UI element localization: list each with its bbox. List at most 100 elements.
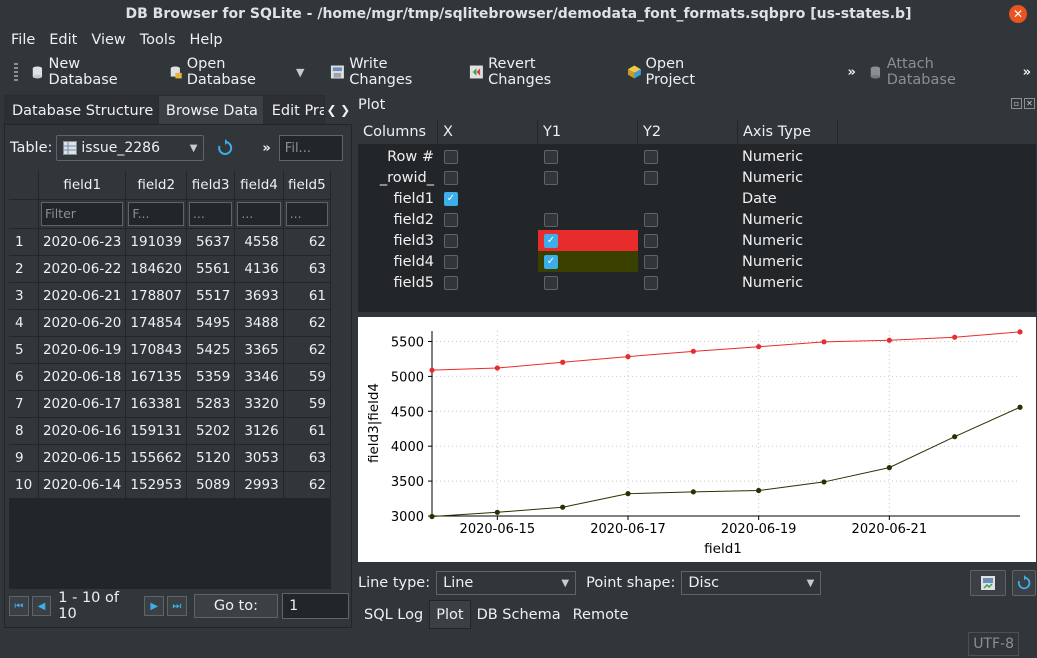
tab-edit-pragmas[interactable]: Edit Prag [263, 95, 325, 125]
menu-tools[interactable]: Tools [139, 32, 176, 48]
write-changes-button[interactable]: Write Changes [324, 56, 453, 88]
column-header-field2[interactable]: field2 [125, 171, 187, 200]
cell-date[interactable]: 2020-06-22 [38, 255, 127, 283]
cell-value[interactable]: 167135 [125, 363, 187, 391]
tab-scroll-right-icon[interactable]: ❯ [338, 95, 352, 125]
cell-value[interactable]: 5517 [186, 282, 236, 310]
cell-value[interactable]: 5425 [186, 336, 236, 364]
cell-value[interactable]: 61 [283, 282, 332, 310]
cell-value[interactable]: 5202 [186, 417, 236, 445]
cell-date[interactable]: 2020-06-15 [38, 444, 127, 472]
goto-button[interactable]: Go to: [193, 594, 279, 618]
plot-y1-checkbox[interactable] [544, 170, 558, 185]
cell-value[interactable]: 191039 [125, 228, 187, 256]
plot-column-row[interactable]: field5 Numeric [358, 272, 1036, 293]
cell-value[interactable]: 170843 [125, 336, 187, 364]
plot-y2-checkbox[interactable] [644, 170, 658, 185]
cell-value[interactable]: 163381 [125, 390, 187, 418]
column-header-field4[interactable]: field4 [234, 171, 284, 200]
table-row[interactable]: 7 2020-06-17 163381 5283 3320 59 [9, 390, 332, 418]
cell-value[interactable]: 5283 [186, 390, 236, 418]
table-row[interactable]: 5 2020-06-19 170843 5425 3365 62 [9, 336, 332, 364]
column-filter-input[interactable]: Filter [40, 201, 124, 226]
plot-y2-checkbox[interactable] [644, 254, 658, 269]
cell-date[interactable]: 2020-06-19 [38, 336, 127, 364]
table-select[interactable]: issue_2286 ▼ [56, 135, 205, 161]
row-number[interactable]: 6 [9, 363, 39, 391]
cell-value[interactable]: 62 [283, 228, 332, 256]
cell-date[interactable]: 2020-06-20 [38, 309, 127, 337]
menu-file[interactable]: File [11, 32, 36, 48]
cell-value[interactable]: 5359 [186, 363, 236, 391]
cell-value[interactable]: 5561 [186, 255, 236, 283]
cell-value[interactable]: 174854 [125, 309, 187, 337]
toolbar-grip[interactable] [14, 63, 18, 81]
plot-y1-checkbox[interactable] [544, 275, 558, 290]
corner-header[interactable] [9, 171, 39, 200]
table-row[interactable]: 1 2020-06-23 191039 5637 4558 62 [9, 228, 332, 256]
plot-axis-type[interactable]: Numeric [742, 253, 804, 270]
refresh-plot-button[interactable] [1012, 570, 1036, 596]
menu-view[interactable]: View [91, 32, 126, 48]
plot-column-row[interactable]: Row # Numeric [358, 146, 1036, 167]
cell-value[interactable]: 2993 [234, 471, 284, 499]
tab-db-schema[interactable]: DB Schema [476, 606, 561, 623]
cell-value[interactable]: 5637 [186, 228, 236, 256]
row-number[interactable]: 3 [9, 282, 39, 310]
plot-x-checkbox[interactable] [444, 212, 458, 227]
line-type-select[interactable]: Line ▼ [436, 571, 577, 595]
row-number[interactable]: 9 [9, 444, 39, 472]
global-filter-input[interactable]: Fil... [278, 135, 343, 161]
column-filter-input[interactable]: ... [188, 201, 233, 226]
menu-edit[interactable]: Edit [49, 32, 78, 48]
plot-y2-checkbox[interactable] [644, 212, 658, 227]
plot-axis-type[interactable]: Numeric [742, 169, 804, 186]
table-row[interactable]: 4 2020-06-20 174854 5495 3488 62 [9, 309, 332, 337]
column-header-field3[interactable]: field3 [186, 171, 236, 200]
cell-date[interactable]: 2020-06-17 [38, 390, 127, 418]
cell-value[interactable]: 59 [283, 363, 332, 391]
header-y1[interactable]: Y1 [538, 120, 638, 144]
table-row[interactable]: 10 2020-06-14 152953 5089 2993 62 [9, 471, 332, 499]
plot-y1-checkbox[interactable] [544, 149, 558, 164]
plot-y2-checkbox[interactable] [644, 233, 658, 248]
cell-value[interactable]: 155662 [125, 444, 187, 472]
cell-value[interactable]: 5120 [186, 444, 236, 472]
first-record-button[interactable]: ⏮ [9, 596, 29, 616]
row-number[interactable]: 8 [9, 417, 39, 445]
table-row[interactable]: 8 2020-06-16 159131 5202 3126 61 [9, 417, 332, 445]
cell-date[interactable]: 2020-06-16 [38, 417, 127, 445]
cell-value[interactable]: 4136 [234, 255, 284, 283]
next-record-button[interactable]: ▶ [144, 596, 165, 616]
goto-input[interactable]: 1 [282, 593, 349, 619]
table-row[interactable]: 3 2020-06-21 178807 5517 3693 61 [9, 282, 332, 310]
plot-column-row[interactable]: field4 ✓ Numeric [358, 251, 1036, 272]
plot-x-checkbox[interactable] [444, 233, 458, 248]
close-window-button[interactable]: ✕ [1009, 5, 1027, 23]
plot-x-checkbox[interactable] [444, 275, 458, 290]
row-number[interactable]: 2 [9, 255, 39, 283]
cell-value[interactable]: 62 [283, 336, 332, 364]
plot-axis-type[interactable]: Numeric [742, 211, 804, 228]
refresh-icon[interactable] [216, 139, 234, 157]
plot-y2-checkbox[interactable] [644, 149, 658, 164]
column-filter-input[interactable]: ... [285, 201, 328, 226]
tab-database-structure[interactable]: Database Structure [4, 95, 158, 125]
plot-axis-type[interactable]: Date [742, 190, 777, 207]
table-row[interactable]: 9 2020-06-15 155662 5120 3053 63 [9, 444, 332, 472]
cell-value[interactable]: 61 [283, 417, 332, 445]
tab-remote[interactable]: Remote [572, 606, 629, 623]
revert-changes-button[interactable]: Revert Changes [463, 56, 600, 88]
table-row[interactable]: 6 2020-06-18 167135 5359 3346 59 [9, 363, 332, 391]
cell-date[interactable]: 2020-06-18 [38, 363, 127, 391]
tab-browse-data[interactable]: Browse Data [157, 95, 264, 125]
float-dock-icon[interactable]: ▫ [1011, 98, 1022, 109]
column-filter-input[interactable]: ... [237, 201, 281, 226]
plot-x-checkbox[interactable] [444, 149, 458, 164]
open-project-button[interactable]: Open Project [621, 56, 738, 88]
plot-column-row[interactable]: _rowid_ Numeric [358, 167, 1036, 188]
column-header-field5[interactable]: field5 [283, 171, 332, 200]
new-database-button[interactable]: New Database [24, 56, 152, 88]
cell-value[interactable]: 184620 [125, 255, 187, 283]
tab-plot[interactable]: Plot [429, 600, 471, 629]
